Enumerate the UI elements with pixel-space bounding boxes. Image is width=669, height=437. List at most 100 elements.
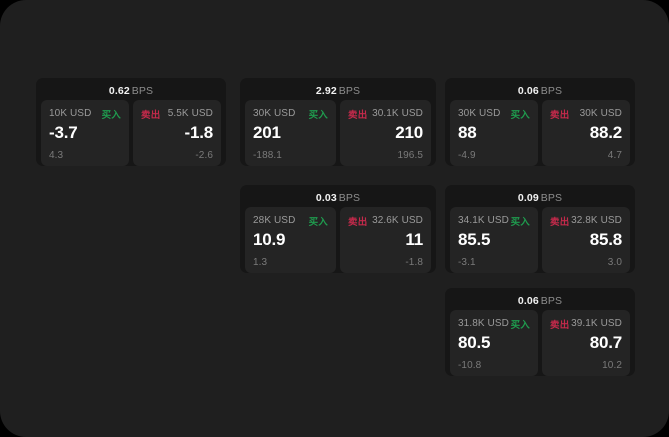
sell-badge: 卖出 <box>348 109 368 121</box>
card-header: 0.06 BPS <box>450 293 630 310</box>
bid-price: 10.9 <box>253 230 286 249</box>
bid-side[interactable]: 34.1K USD 买入 85.5 -3.1 <box>450 207 538 273</box>
bid-price: 201 <box>253 123 281 142</box>
spread-unit: BPS <box>338 85 361 97</box>
ask-delta: -1.8 <box>405 257 423 268</box>
bid-top-row: 30K USD 买入 <box>253 107 328 121</box>
ask-price: 80.7 <box>589 333 622 352</box>
buy-badge: 买入 <box>510 109 530 121</box>
quote-card[interactable]: 0.62 BPS 10K USD 买入 -3.7 4.3 卖出 <box>36 78 226 166</box>
card-sides: 34.1K USD 买入 85.5 -3.1 卖出 32.8K USD 85.8… <box>450 207 630 273</box>
bid-top-row: 28K USD 买入 <box>253 214 328 228</box>
ask-price: 88.2 <box>589 123 622 142</box>
spread-value: 0.62 <box>108 85 130 97</box>
ask-price: 11 <box>405 230 423 249</box>
card-header: 2.92 BPS <box>245 83 431 100</box>
ask-side[interactable]: 卖出 32.6K USD 11 -1.8 <box>340 207 431 273</box>
bid-delta: 4.3 <box>49 150 64 161</box>
bid-side[interactable]: 31.8K USD 买入 80.5 -10.8 <box>450 310 538 376</box>
bid-delta: -188.1 <box>253 150 282 161</box>
bid-size-label: 30K USD <box>253 108 296 119</box>
quote-card[interactable]: 0.06 BPS 31.8K USD 买入 80.5 -10.8 卖出 <box>445 288 635 376</box>
ask-delta: 10.2 <box>602 360 622 371</box>
bid-size-label: 34.1K USD <box>458 215 509 226</box>
card-header: 0.03 BPS <box>245 190 431 207</box>
ask-price: 85.8 <box>589 230 622 249</box>
bid-price: 88 <box>458 123 477 142</box>
ask-size-label: 39.1K USD <box>571 318 622 329</box>
bid-size-label: 31.8K USD <box>458 318 509 329</box>
card-header: 0.09 BPS <box>450 190 630 207</box>
bid-price: 85.5 <box>458 230 491 249</box>
ask-top-row: 卖出 32.8K USD <box>550 214 622 228</box>
ask-delta: 4.7 <box>607 150 622 161</box>
buy-badge: 买入 <box>101 109 121 121</box>
spread-value: 0.09 <box>517 192 539 204</box>
ask-top-row: 卖出 39.1K USD <box>550 317 622 331</box>
quote-card[interactable]: 0.03 BPS 28K USD 买入 10.9 1.3 卖出 <box>240 185 436 273</box>
spread-unit: BPS <box>540 295 563 307</box>
ask-side[interactable]: 卖出 30.1K USD 210 196.5 <box>340 100 431 166</box>
quote-card[interactable]: 0.06 BPS 30K USD 买入 88 -4.9 卖出 <box>445 78 635 166</box>
spread-unit: BPS <box>338 192 361 204</box>
bid-price: 80.5 <box>458 333 491 352</box>
bid-delta: 1.3 <box>253 257 268 268</box>
spread-unit: BPS <box>540 192 563 204</box>
bid-side[interactable]: 10K USD 买入 -3.7 4.3 <box>41 100 129 166</box>
ask-top-row: 卖出 30K USD <box>550 107 622 121</box>
ask-size-label: 32.6K USD <box>372 215 423 226</box>
buy-badge: 买入 <box>510 319 530 331</box>
card-sides: 30K USD 买入 88 -4.9 卖出 30K USD 88.2 4.7 <box>450 100 630 166</box>
ask-top-row: 卖出 32.6K USD <box>348 214 423 228</box>
ask-side[interactable]: 卖出 30K USD 88.2 4.7 <box>542 100 630 166</box>
ask-delta: 3.0 <box>607 257 622 268</box>
quote-board: 0.62 BPS 10K USD 买入 -3.7 4.3 卖出 <box>36 78 636 388</box>
spread-value: 0.06 <box>517 85 539 97</box>
bid-side[interactable]: 30K USD 买入 88 -4.9 <box>450 100 538 166</box>
bid-side[interactable]: 30K USD 买入 201 -188.1 <box>245 100 336 166</box>
ask-size-label: 30.1K USD <box>372 108 423 119</box>
bid-top-row: 10K USD 买入 <box>49 107 121 121</box>
spread-unit: BPS <box>540 85 563 97</box>
card-sides: 28K USD 买入 10.9 1.3 卖出 32.6K USD 11 -1.8 <box>245 207 431 273</box>
bid-top-row: 34.1K USD 买入 <box>458 214 530 228</box>
ask-size-label: 30K USD <box>579 108 622 119</box>
ask-top-row: 卖出 30.1K USD <box>348 107 423 121</box>
bid-size-label: 10K USD <box>49 108 92 119</box>
spread-unit: BPS <box>131 85 154 97</box>
ask-size-label: 32.8K USD <box>571 215 622 226</box>
bid-delta: -10.8 <box>458 360 482 371</box>
ask-price: -1.8 <box>184 123 214 142</box>
card-sides: 31.8K USD 买入 80.5 -10.8 卖出 39.1K USD 80.… <box>450 310 630 376</box>
sell-badge: 卖出 <box>550 109 570 121</box>
bid-side[interactable]: 28K USD 买入 10.9 1.3 <box>245 207 336 273</box>
bid-size-label: 28K USD <box>253 215 296 226</box>
card-sides: 30K USD 买入 201 -188.1 卖出 30.1K USD 210 1… <box>245 100 431 166</box>
bid-delta: -4.9 <box>458 150 476 161</box>
bid-top-row: 31.8K USD 买入 <box>458 317 530 331</box>
sell-badge: 卖出 <box>348 216 368 228</box>
card-header: 0.62 BPS <box>41 83 221 100</box>
ask-side[interactable]: 卖出 32.8K USD 85.8 3.0 <box>542 207 630 273</box>
ask-delta: 196.5 <box>397 150 423 161</box>
bid-delta: -3.1 <box>458 257 476 268</box>
buy-badge: 买入 <box>308 216 328 228</box>
sell-badge: 卖出 <box>550 319 570 331</box>
quote-card[interactable]: 2.92 BPS 30K USD 买入 201 -188.1 卖出 <box>240 78 436 166</box>
buy-badge: 买入 <box>308 109 328 121</box>
sell-badge: 卖出 <box>141 109 161 121</box>
spread-value: 0.03 <box>315 192 337 204</box>
ask-size-label: 5.5K USD <box>167 108 213 119</box>
sell-badge: 卖出 <box>550 216 570 228</box>
card-sides: 10K USD 买入 -3.7 4.3 卖出 5.5K USD -1.8 -2.… <box>41 100 221 166</box>
ask-side[interactable]: 卖出 5.5K USD -1.8 -2.6 <box>133 100 221 166</box>
quote-card[interactable]: 0.09 BPS 34.1K USD 买入 85.5 -3.1 卖出 <box>445 185 635 273</box>
ask-side[interactable]: 卖出 39.1K USD 80.7 10.2 <box>542 310 630 376</box>
ask-delta: -2.6 <box>195 150 213 161</box>
spread-value: 2.92 <box>315 85 337 97</box>
spread-value: 0.06 <box>517 295 539 307</box>
card-header: 0.06 BPS <box>450 83 630 100</box>
ask-top-row: 卖出 5.5K USD <box>141 107 213 121</box>
bid-price: -3.7 <box>49 123 78 142</box>
